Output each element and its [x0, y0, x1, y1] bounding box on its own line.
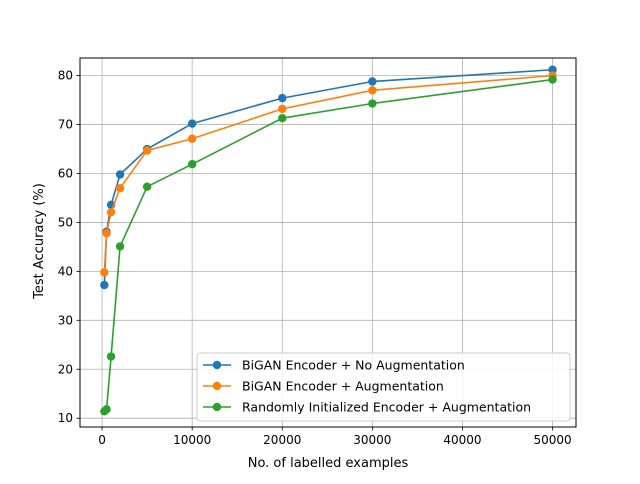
series-2: [100, 71, 557, 277]
data-point: [187, 119, 197, 128]
data-point: [368, 86, 377, 95]
data-point: [368, 99, 377, 108]
data-point: [100, 268, 109, 277]
series-group: [100, 65, 557, 416]
data-point: [106, 207, 116, 217]
data-point: [100, 280, 109, 290]
x-tick-label: 0: [98, 433, 106, 447]
plot-frame: [79, 57, 577, 428]
y-tick-label: 80: [58, 69, 73, 83]
x-tick-label: 10000: [173, 433, 211, 447]
y-tick-label: 50: [58, 215, 73, 229]
x-tick-label: 40000: [443, 433, 481, 447]
data-point: [278, 104, 287, 114]
data-point: [278, 93, 287, 103]
data-point: [548, 65, 557, 74]
x-tick-label: 50000: [533, 433, 571, 447]
data-point: [142, 146, 152, 155]
y-tick-label: 10: [58, 411, 73, 425]
data-point: [115, 183, 125, 193]
series-3: [100, 75, 557, 416]
data-point: [106, 352, 116, 361]
legend-box: [196, 352, 571, 422]
x-tick-label: 20000: [263, 433, 301, 447]
legend-label: BiGAN Encoder + No Augmentation: [242, 358, 465, 373]
legend: BiGAN Encoder + No Augmentation BiGAN Enc…: [196, 352, 571, 422]
data-point: [548, 75, 557, 84]
legend-marker: [212, 402, 222, 412]
data-point: [115, 170, 125, 179]
y-tick-label: 60: [58, 166, 73, 180]
legend-marker: [212, 360, 222, 370]
data-point: [102, 229, 111, 238]
data-point: [368, 77, 377, 86]
x-tick-label: 30000: [353, 433, 391, 447]
data-point: [115, 242, 125, 251]
data-point: [142, 182, 152, 191]
y-tick-label: 70: [58, 118, 73, 132]
data-point: [187, 134, 197, 143]
y-tick-label: 20: [58, 362, 73, 376]
axis-ticks: 0 10000 20000 30000 40000 50000 10 20 30 40 50 60 70…: [58, 69, 572, 447]
legend-label: Randomly Initialized Encoder + Augmentat…: [242, 400, 531, 415]
y-tick-label: 30: [58, 313, 73, 327]
data-point: [102, 405, 111, 414]
data-point: [278, 113, 287, 123]
y-axis-label: Test Accuracy (%): [32, 183, 47, 300]
y-tick-label: 40: [58, 264, 73, 278]
legend-label: BiGAN Encoder + Augmentation: [242, 379, 444, 394]
data-point: [187, 159, 197, 169]
legend-marker: [212, 381, 222, 391]
x-axis-label: No. of labelled examples: [248, 456, 409, 471]
